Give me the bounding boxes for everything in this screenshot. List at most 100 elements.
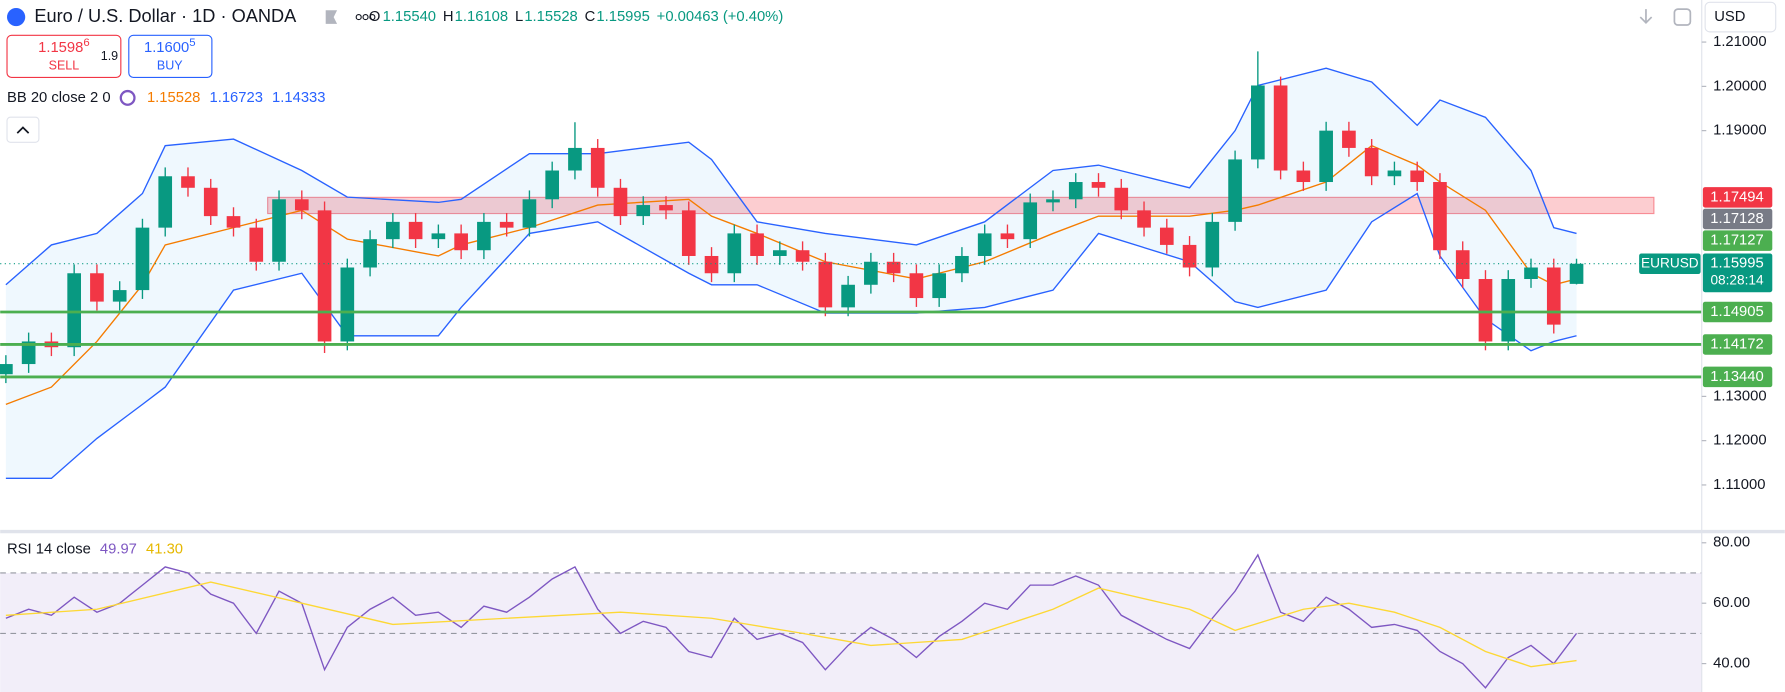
- more-button[interactable]: [355, 13, 376, 21]
- candle-body: [1228, 159, 1242, 222]
- buy-price-main: 1.1600: [144, 40, 189, 56]
- candle-body: [1319, 130, 1333, 183]
- candle-body: [1478, 279, 1493, 342]
- candle-body: [659, 205, 673, 211]
- legend-value: 1.15528: [147, 90, 200, 106]
- candle-body: [1296, 170, 1311, 183]
- legend-name: BB 20 close 2 0: [7, 90, 111, 106]
- price-badge: [1702, 208, 1773, 230]
- currency-button[interactable]: [1704, 1, 1777, 33]
- candle-body: [21, 341, 36, 365]
- candle-body: [1137, 210, 1151, 228]
- indicator-line: [5, 67, 1577, 286]
- price-badge-label: 1.14905: [1710, 304, 1763, 320]
- candle-body: [1273, 85, 1288, 171]
- candle-body: [1455, 250, 1470, 280]
- sell-button[interactable]: [6, 34, 122, 78]
- price-badge-label: 1.17494: [1710, 189, 1763, 205]
- candle-body: [932, 273, 946, 299]
- bb-legend[interactable]: BB 20 close 2 0 1.15528 1.16723 1.14333: [7, 89, 326, 106]
- candle-body: [226, 216, 241, 228]
- collapse-button[interactable]: [6, 116, 40, 143]
- ohlc-label: H: [443, 9, 454, 25]
- ohlc-value: 1.15540: [383, 9, 436, 25]
- price-badge-label: 1.14172: [1710, 336, 1763, 352]
- rsi-line: [5, 581, 1577, 668]
- candle-body: [90, 273, 104, 302]
- fullscreen-icon[interactable]: [1673, 8, 1692, 26]
- candle-body: [499, 221, 514, 228]
- legend-value: 41.30: [146, 542, 183, 558]
- y-tick-label: 60.00: [1713, 595, 1750, 611]
- price-badge: [1702, 230, 1773, 251]
- candle-body: [818, 261, 833, 308]
- ohlc-value: 1.16108: [455, 9, 508, 25]
- sell-price-digit: 6: [83, 37, 89, 49]
- rsi-legend[interactable]: RSI 14 close 49.97 41.30: [7, 542, 183, 558]
- candle-body: [545, 170, 560, 200]
- spread: 1.9: [101, 49, 118, 63]
- candle-body: [750, 233, 764, 256]
- candle-body: [1342, 130, 1356, 148]
- buy-button[interactable]: [128, 34, 213, 78]
- candle-body: [386, 221, 400, 240]
- sell-price-main: 1.1598: [38, 40, 83, 56]
- candle-body: [1501, 279, 1516, 342]
- candle-body: [112, 290, 127, 302]
- y-tick-label: 1.21000: [1713, 34, 1766, 50]
- y-tick-label: 1.20000: [1713, 78, 1766, 94]
- candle-body: [841, 284, 855, 308]
- background-layer: [0, 68, 1702, 692]
- candle-body: [477, 221, 491, 251]
- candle-body: [568, 147, 582, 171]
- ohlc-label: O: [369, 9, 381, 25]
- candle-body: [1251, 85, 1265, 160]
- symbol-logo[interactable]: [7, 7, 26, 27]
- candle-body: [158, 176, 173, 228]
- countdown: 08:28:14: [1710, 272, 1764, 287]
- currency: USD: [1714, 9, 1745, 25]
- collapse-icon: [16, 126, 30, 134]
- price-badge-label: 1.13440: [1710, 369, 1763, 385]
- candle-body: [454, 233, 468, 251]
- candle-body: [795, 250, 810, 262]
- ohlc-value: 1.15528: [524, 9, 577, 25]
- candle-body: [181, 176, 195, 188]
- download-icon[interactable]: [1639, 9, 1653, 24]
- legend-value: 1.14333: [272, 90, 325, 106]
- rsi-line: [5, 553, 1578, 689]
- candle-body: [909, 273, 924, 299]
- symbol-badge: [1639, 253, 1701, 274]
- settings-icon: [119, 89, 136, 106]
- candle-body: [1524, 267, 1538, 280]
- candle-body: [977, 233, 992, 256]
- flag-icon[interactable]: [325, 10, 338, 24]
- candle-body: [1068, 182, 1083, 200]
- candle-body: [772, 250, 787, 256]
- candle-body: [67, 273, 81, 348]
- candle-body: [955, 255, 969, 274]
- y-tick-label: 40.00: [1713, 656, 1750, 672]
- ohlc-row: O 1.15540 H 1.16108 L 1.15528 C 1.15995 +0.00463…: [369, 9, 783, 25]
- ohlc-label: L: [515, 9, 523, 25]
- ohlc-value: 1.15995: [596, 9, 649, 25]
- candle-body: [1433, 182, 1447, 251]
- candle-body: [727, 233, 742, 274]
- candle-body: [590, 147, 605, 188]
- candle-body: [135, 227, 150, 291]
- candle-body: [1091, 182, 1106, 188]
- candle-body: [636, 205, 651, 217]
- y-tick-label: 1.11000: [1713, 477, 1765, 493]
- ohlc-label: C: [585, 9, 596, 25]
- symbol-badge-label: EURUSD: [1641, 255, 1699, 270]
- candle-body: [704, 255, 719, 274]
- candle-body: [1387, 170, 1402, 177]
- symbol-title[interactable]: Euro / U.S. Dollar · 1D · OANDA: [34, 6, 297, 26]
- price-badge: [1702, 366, 1773, 388]
- candle-body: [363, 239, 377, 268]
- legend-value: 49.97: [100, 542, 137, 558]
- candle-body: [340, 267, 355, 342]
